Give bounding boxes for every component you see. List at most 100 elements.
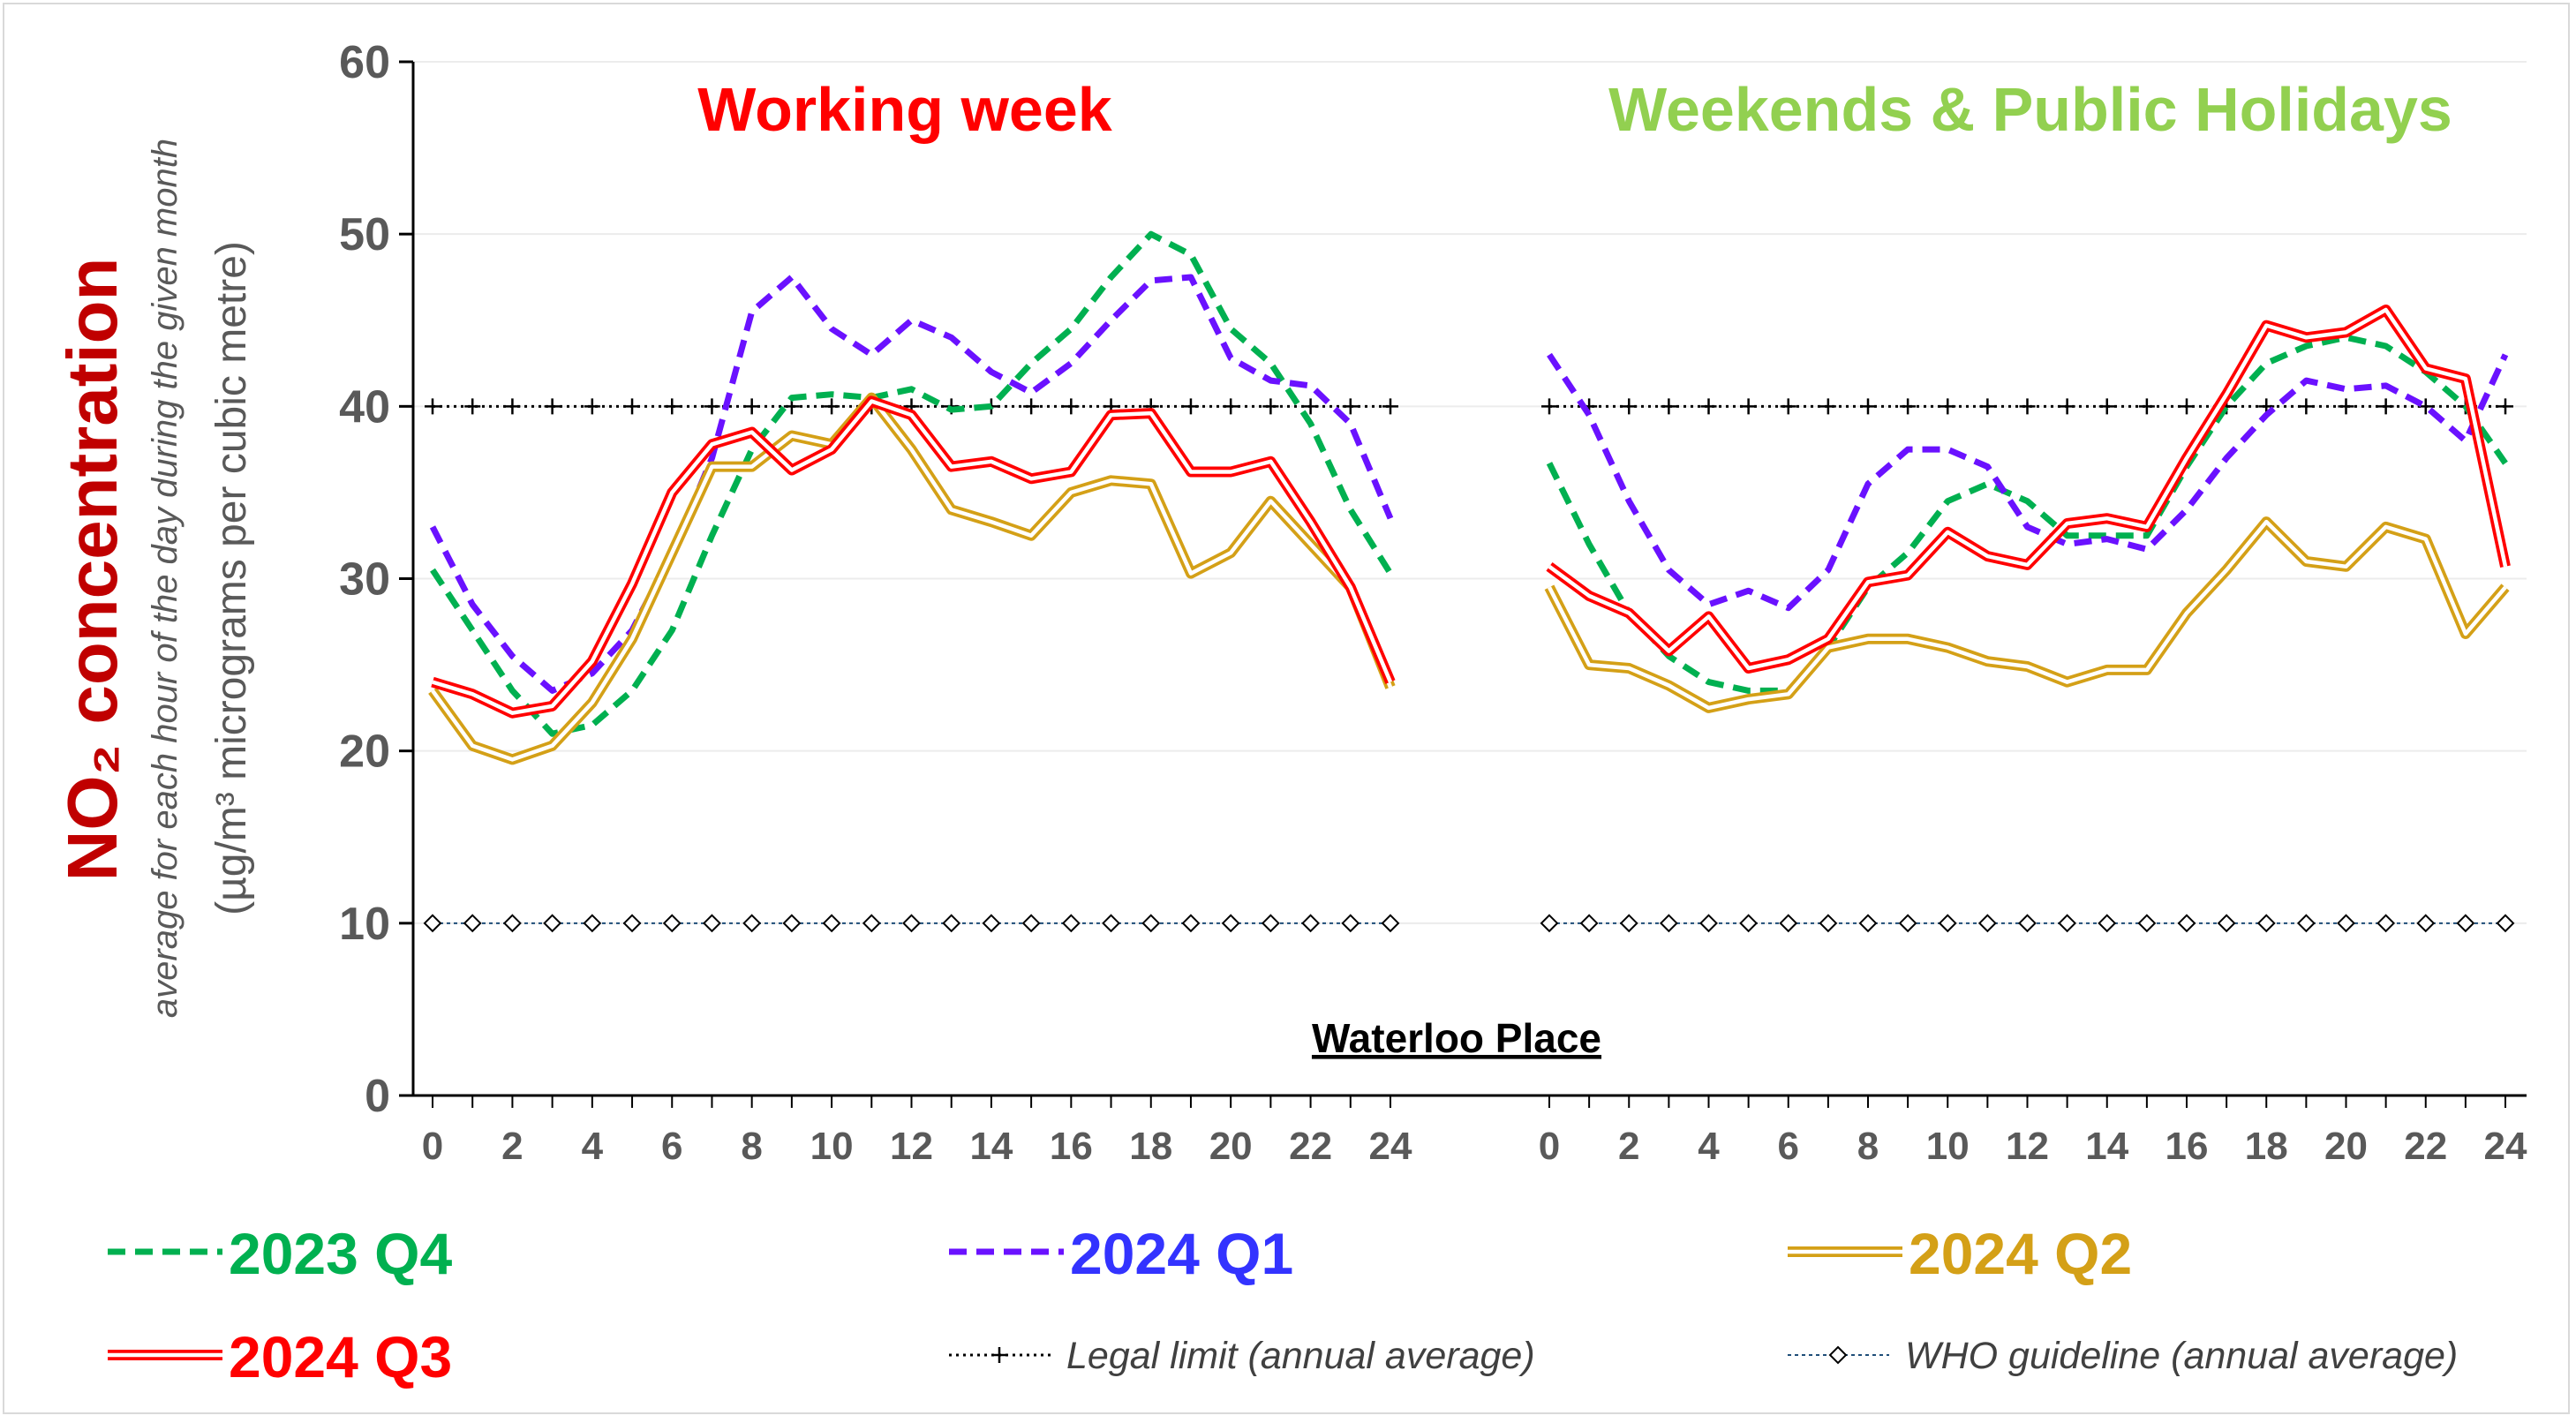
x-tick-label: 14	[969, 1125, 1013, 1168]
who-guideline-marker	[2456, 914, 2475, 933]
legal-limit-marker	[824, 398, 840, 415]
x-tick-label: 24	[1369, 1125, 1412, 1168]
legal-limit-marker	[1541, 398, 1557, 415]
y-tick-label: 10	[339, 899, 390, 950]
legend-label-who-guideline: WHO guideline (annual average)	[1905, 1335, 2458, 1377]
legal-limit-marker	[1860, 398, 1876, 415]
who-guideline-marker	[2137, 914, 2157, 933]
legal-limit-marker	[743, 398, 760, 415]
who-guideline-marker	[622, 914, 642, 933]
series-2024-q3-weekend-line-inner	[1548, 307, 2508, 671]
legend-label-2023-q4: 2023 Q4	[229, 1221, 452, 1286]
who-guideline-marker	[1061, 914, 1081, 933]
who-guideline-marker	[583, 914, 602, 933]
who-guideline-marker	[822, 914, 841, 933]
who-guideline-marker	[1659, 914, 1678, 933]
legend-label-2024-q2: 2024 Q2	[1909, 1221, 2132, 1286]
legal-limit-marker	[1900, 398, 1917, 415]
who-guideline-marker	[2337, 914, 2355, 933]
who-guideline-marker	[2217, 914, 2236, 933]
x-tick-label: 12	[890, 1125, 933, 1168]
who-guideline-marker	[1819, 914, 1838, 933]
panel-title-working-week: Working week	[697, 75, 1111, 144]
who-guideline-marker	[1221, 914, 1240, 933]
legal-limit-marker	[2179, 398, 2195, 415]
legend: 2023 Q4 2024 Q1 2024 Q2 2024 Q3 Legal limit …	[108, 1221, 2458, 1389]
who-guideline-marker	[2376, 914, 2396, 933]
who-guideline-marker	[1739, 914, 1759, 933]
x-tick-label: 16	[1050, 1125, 1093, 1168]
legal-limit-marker	[2298, 398, 2315, 415]
legal-limit-marker	[1382, 398, 1398, 415]
who-guideline-marker	[423, 914, 442, 933]
legal-limit-marker	[1063, 398, 1080, 415]
legend-label-2024-q1: 2024 Q1	[1070, 1221, 1293, 1286]
x-tick-label: 2	[501, 1125, 523, 1168]
legal-limit-marker	[2497, 398, 2513, 415]
x-tick-label: 16	[2165, 1125, 2209, 1168]
legal-limit-marker	[464, 398, 481, 415]
series-2023-q4-weekend-line	[1546, 334, 2508, 694]
legal-limit-marker	[1182, 398, 1199, 415]
who-guideline-marker	[1102, 914, 1120, 933]
who-guideline-marker	[1261, 914, 1280, 933]
panel-title-weekends: Weekends & Public Holidays	[1608, 75, 2452, 144]
y-tick-label: 0	[365, 1071, 390, 1122]
legal-limit-marker	[2059, 398, 2075, 415]
legal-limit-marker	[1979, 398, 1996, 415]
who-guideline-marker	[782, 914, 802, 933]
who-guideline-marker	[463, 914, 482, 933]
legal-limit-marker	[991, 1347, 1007, 1363]
x-tick-label: 20	[2324, 1125, 2368, 1168]
who-guideline-marker	[1341, 914, 1360, 933]
who-guideline-marker	[1381, 914, 1400, 933]
x-tick-label: 8	[741, 1125, 762, 1168]
who-guideline-marker	[2098, 914, 2117, 933]
y-tick-label: 50	[339, 209, 390, 260]
x-tick-label: 14	[2085, 1125, 2128, 1168]
legal-limit-marker	[1023, 398, 1040, 415]
who-guideline-marker	[543, 914, 562, 933]
who-guideline-marker	[1898, 914, 1917, 933]
legal-limit-marker	[1661, 398, 1677, 415]
legal-limit-marker	[1302, 398, 1319, 415]
y-axis-label-units: (µg/m³ micrograms per cubic metre)	[208, 241, 255, 915]
who-guideline-marker	[2416, 914, 2436, 933]
x-tick-label: 8	[1857, 1125, 1879, 1168]
legal-limit-marker	[1740, 398, 1757, 415]
who-guideline-marker	[1141, 914, 1161, 933]
who-guideline-marker	[1977, 914, 1997, 933]
who-guideline-marker	[662, 914, 682, 933]
gridlines	[413, 61, 2527, 924]
legal-limit-marker	[1262, 398, 1279, 415]
y-tick-label: 20	[339, 727, 390, 778]
y-tick-label: 60	[339, 37, 390, 88]
who-guideline-marker	[2058, 914, 2077, 933]
legal-limit-marker	[1700, 398, 1717, 415]
legal-limit-marker	[425, 398, 441, 415]
who-guideline-marker	[2296, 914, 2316, 933]
legal-limit-marker	[1819, 398, 1836, 415]
legal-limit-marker	[2098, 398, 2115, 415]
x-tick-label: 0	[422, 1125, 443, 1168]
x-tick-label: 10	[1926, 1125, 1970, 1168]
x-tick-label: 0	[1539, 1125, 1560, 1168]
who-guideline-marker	[982, 914, 1001, 933]
who-guideline-marker	[503, 914, 522, 933]
who-guideline-marker	[1540, 914, 1559, 933]
who-guideline-marker	[1619, 914, 1638, 933]
legal-limit-marker	[2138, 398, 2155, 415]
series-2024-q1-weekend-line	[1547, 352, 2509, 612]
legal-limit-marker	[2338, 398, 2354, 415]
x-tick-label: 20	[1209, 1125, 1253, 1168]
series-2024-q2-weekend-line-inner	[1547, 519, 2507, 711]
who-guideline-marker	[1779, 914, 1798, 933]
who-guideline-marker	[942, 914, 961, 933]
y-tick-label: 40	[339, 381, 390, 433]
x-tick-label: 12	[2006, 1125, 2049, 1168]
series-2024-q3-working-line-inner	[432, 399, 1393, 715]
x-tick-label: 6	[661, 1125, 682, 1168]
legal-limit-marker	[1342, 398, 1359, 415]
x-tick-label: 24	[2484, 1125, 2527, 1168]
who-guideline-marker	[1579, 914, 1599, 933]
